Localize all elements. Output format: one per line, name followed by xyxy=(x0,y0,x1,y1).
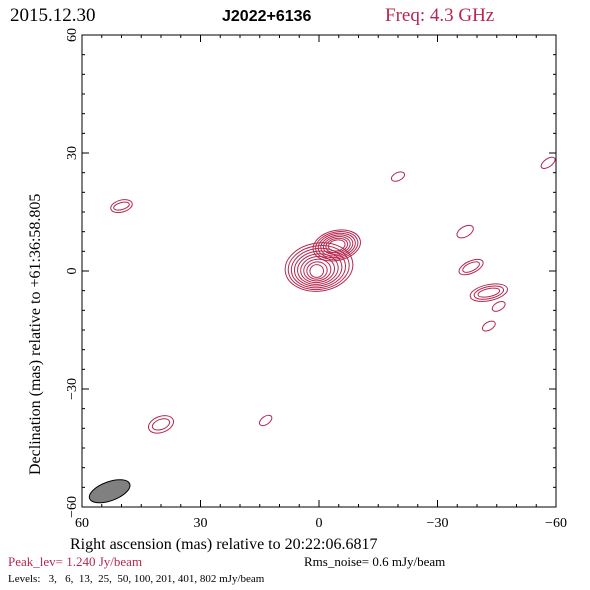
contour-line xyxy=(113,201,130,211)
y-tick-label: 0 xyxy=(65,268,80,275)
plot-area xyxy=(88,156,556,504)
contour-blob-w7 xyxy=(540,156,556,169)
contour-line xyxy=(469,283,509,302)
contour-line xyxy=(390,171,406,182)
header-frequency: Freq: 4.3 GHz xyxy=(385,5,494,26)
x-tick-label: 0 xyxy=(316,516,323,531)
contour-line xyxy=(320,234,354,257)
contour-line xyxy=(297,253,339,285)
contour-line xyxy=(293,250,343,287)
contour-blob-e1 xyxy=(110,199,133,214)
rms-noise-text: Rms_noise= 0.6 mJy/beam xyxy=(304,554,445,569)
plot-frame xyxy=(81,34,557,508)
contour-line xyxy=(317,232,356,259)
x-tick-label: 30 xyxy=(194,516,208,531)
contour-line xyxy=(491,300,506,312)
contour-blob-e2 xyxy=(147,415,175,434)
contour-blob-w1 xyxy=(390,171,406,182)
y-tick-label: 30 xyxy=(65,146,80,160)
contour-levels-text: Levels: 3, 6, 13, 25, 50, 100, 201, 401,… xyxy=(8,573,265,585)
contour-line xyxy=(458,258,484,276)
y-tick-label: −30 xyxy=(65,378,80,400)
contour-blob-w4 xyxy=(469,283,509,302)
contour-line xyxy=(110,199,133,214)
contour-blob-w3 xyxy=(458,258,484,276)
contour-jet-knot xyxy=(312,229,361,262)
contour-line xyxy=(258,414,273,427)
header-date: 2015.12.30 xyxy=(10,5,96,26)
contour-line xyxy=(315,231,359,260)
axes: 60 30 0 −30 −60 −60 −30 0 30 60 xyxy=(65,28,567,531)
contour-line xyxy=(312,229,361,262)
contour-blob-w6 xyxy=(481,320,496,332)
contour-line xyxy=(456,224,474,239)
contour-line xyxy=(540,156,556,169)
y-tick-label: 60 xyxy=(65,28,80,42)
contour-line xyxy=(473,285,505,300)
header-source: J2022+6136 xyxy=(222,8,312,25)
x-tick-label: −60 xyxy=(545,516,567,531)
contour-blob-e3 xyxy=(258,414,273,427)
x-tick-label: −30 xyxy=(427,516,449,531)
peak-level-text: Peak_lev= 1.240 Jy/beam xyxy=(8,554,142,569)
contour-core xyxy=(284,242,354,292)
contour-line xyxy=(327,239,346,252)
y-tick-label: −60 xyxy=(65,496,80,518)
contour-line xyxy=(481,320,496,332)
contour-line xyxy=(284,242,354,292)
contour-blob-w5 xyxy=(491,300,506,312)
y-axis-label: Declination (mas) relative to +61:36:58.… xyxy=(27,194,44,475)
contour-line xyxy=(306,261,328,280)
contour-line xyxy=(147,415,175,434)
contour-line xyxy=(325,237,349,254)
contour-line xyxy=(303,258,332,282)
beam-ellipse xyxy=(88,479,131,504)
x-tick-label: 60 xyxy=(75,516,89,531)
contour-line xyxy=(151,418,171,431)
contour-line xyxy=(300,255,336,284)
contour-line xyxy=(309,264,325,278)
contour-line xyxy=(477,287,501,298)
x-axis-label: Right ascension (mas) relative to 20:22:… xyxy=(70,536,378,553)
contour-line xyxy=(322,236,351,255)
contour-blob-w2 xyxy=(456,224,474,239)
contour-line xyxy=(462,261,480,273)
